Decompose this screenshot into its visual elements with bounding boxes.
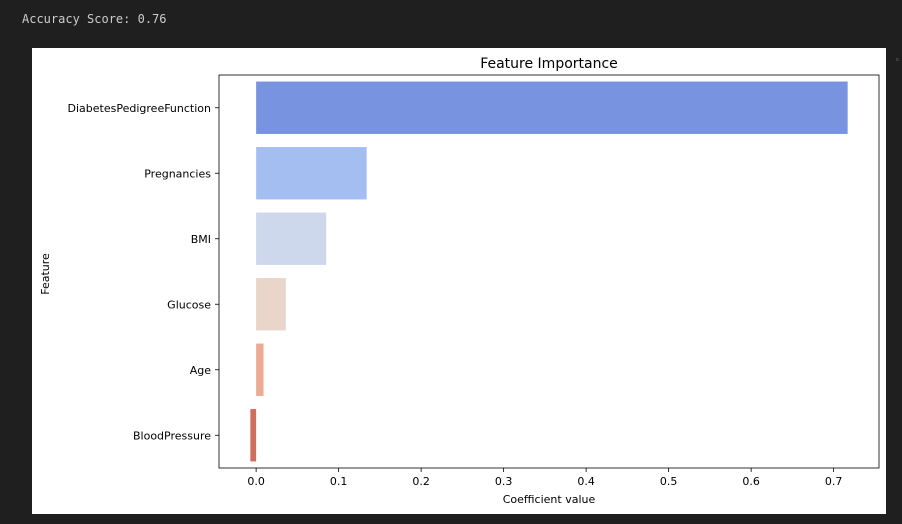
- y-tick-label: BloodPressure: [133, 429, 211, 442]
- bar-pregnancies: [256, 147, 367, 200]
- feature-importance-chart: Feature Importance DiabetesPedigreeFunct…: [39, 56, 880, 506]
- x-tick-label: 0.7: [825, 475, 843, 488]
- plot-frame: [218, 74, 880, 469]
- y-tick-label: Age: [190, 364, 212, 377]
- bar-bloodpressure: [250, 409, 257, 462]
- scroll-indicator: ◦: [894, 56, 900, 66]
- bar-diabetespedigreefunction: [256, 81, 848, 134]
- bar-age: [256, 343, 264, 396]
- x-axis-label: Coefficient value: [503, 493, 596, 506]
- bar-glucose: [256, 278, 286, 331]
- x-tick-label: 0.5: [660, 475, 678, 488]
- y-tick-label: Pregnancies: [144, 167, 211, 180]
- x-tick-label: 0.3: [495, 475, 513, 488]
- bar-bmi: [256, 212, 327, 265]
- y-axis-label: Feature: [39, 253, 52, 295]
- output-text: Accuracy Score: 0.76: [22, 12, 167, 26]
- chart-title: Feature Importance: [480, 56, 618, 72]
- x-tick-label: 0.2: [412, 475, 430, 488]
- chart-output-panel: Feature Importance DiabetesPedigreeFunct…: [32, 48, 886, 514]
- y-tick-label: Glucose: [167, 298, 211, 311]
- x-tick-label: 0.6: [742, 475, 760, 488]
- x-tick-label: 0.0: [247, 475, 265, 488]
- x-tick-label: 0.1: [330, 475, 348, 488]
- x-tick-label: 0.4: [577, 475, 595, 488]
- y-tick-label: BMI: [191, 233, 211, 246]
- y-tick-label: DiabetesPedigreeFunction: [68, 102, 211, 115]
